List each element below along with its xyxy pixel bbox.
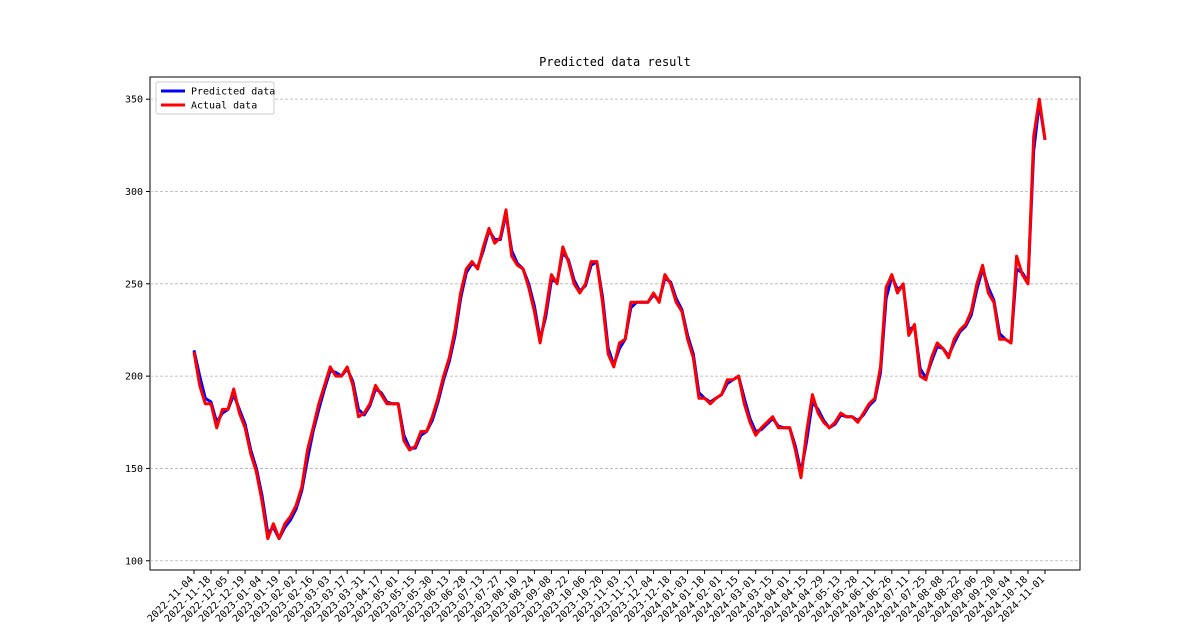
chart-title: Predicted data result (539, 55, 691, 69)
y-tick-label: 350 (125, 95, 143, 106)
series-line (192, 97, 1047, 541)
y-tick-label: 250 (125, 279, 143, 290)
y-tick-label: 100 (125, 556, 143, 567)
y-tick-label: 300 (125, 187, 143, 198)
y-tick-label: 200 (125, 372, 143, 383)
series-line (192, 101, 1047, 541)
legend-label: Actual data (191, 101, 257, 112)
legend-box (155, 81, 275, 115)
legend-label: Predicted data (191, 87, 275, 98)
y-tick-label: 150 (125, 464, 143, 475)
plot-frame (149, 76, 1081, 571)
